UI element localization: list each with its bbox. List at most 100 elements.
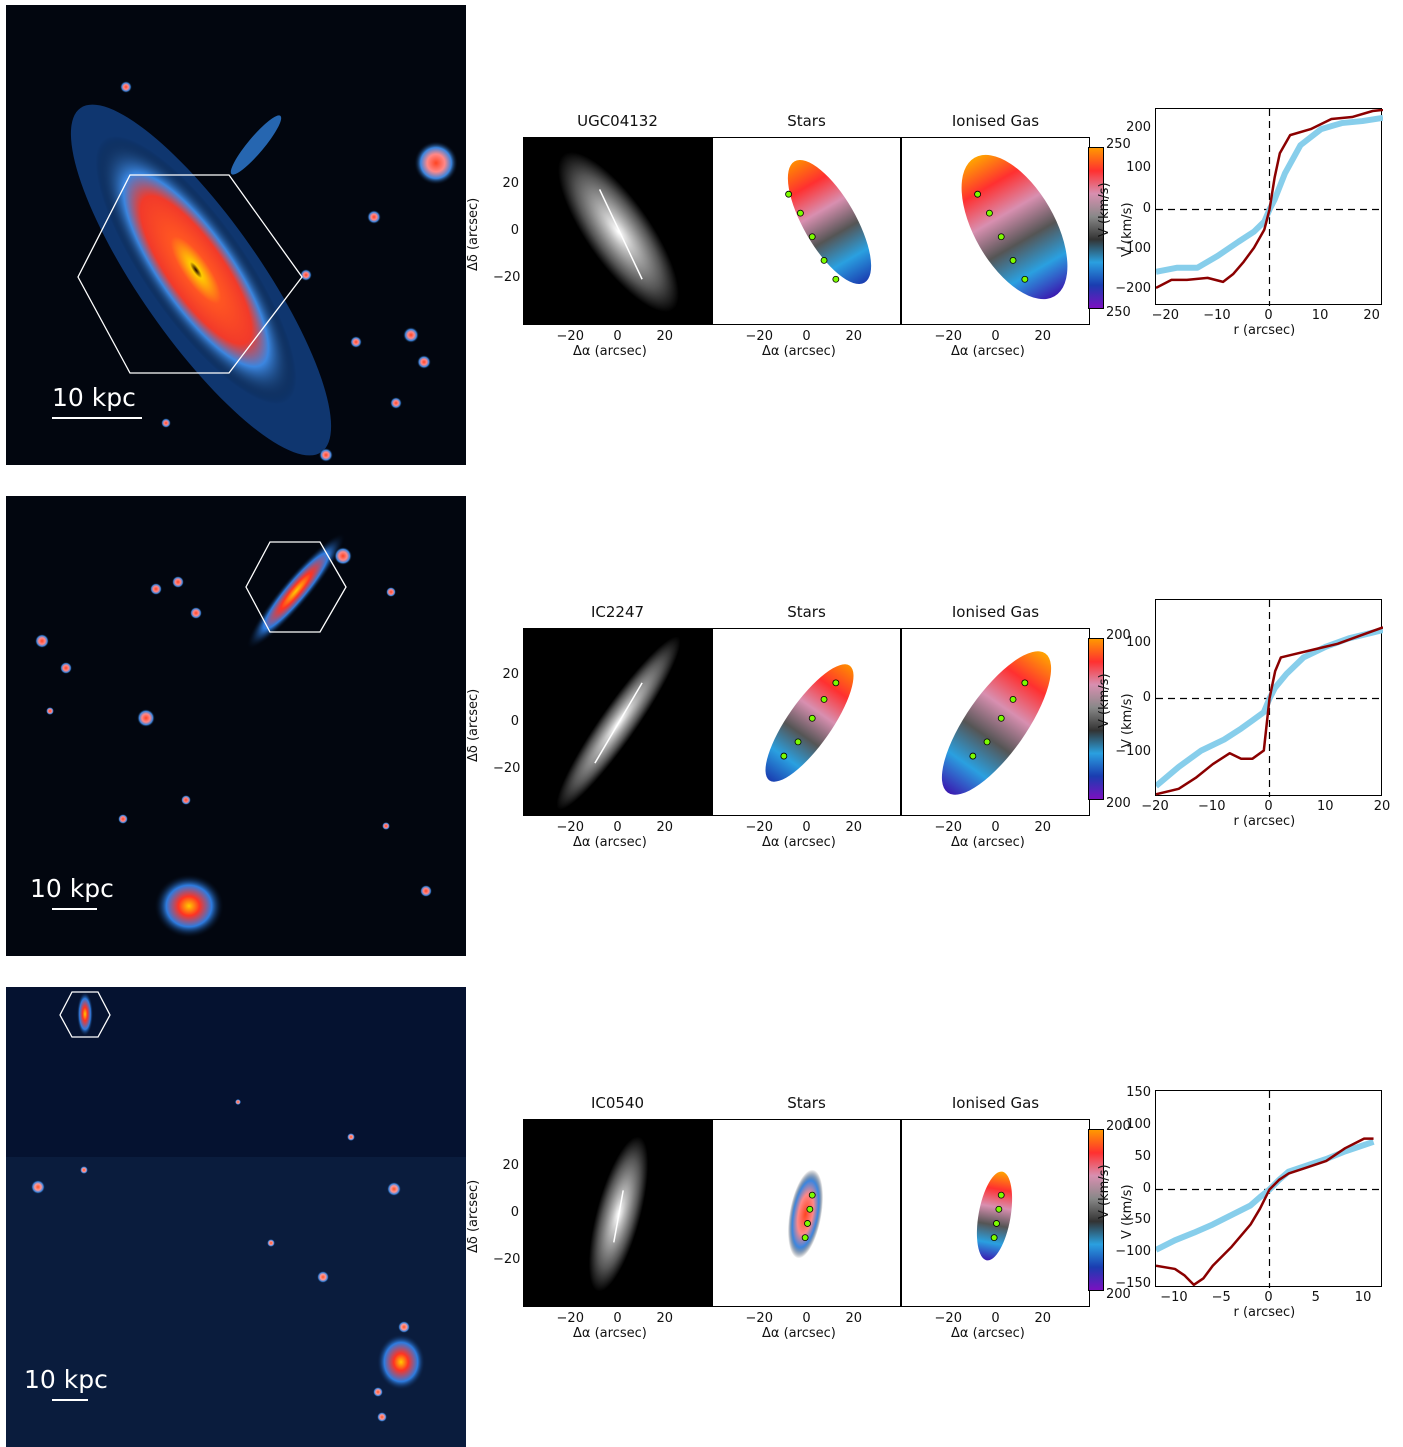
x-tick-label: 20 <box>1034 329 1052 344</box>
y-axis-label: Δδ (arcsec) <box>466 1179 481 1253</box>
gas-rotation-curve <box>1155 108 1384 290</box>
x-tick-label: −10 <box>1198 799 1226 814</box>
y-axis-label: Δδ (arcsec) <box>466 197 481 271</box>
y-tick-label: −100 <box>1115 240 1151 256</box>
y-axis-label: V (km/s) <box>1097 672 1112 728</box>
kinematic-axis-point <box>794 738 802 746</box>
x-tick-label: −20 <box>934 329 962 344</box>
y-tick-label: −100 <box>1115 744 1151 760</box>
velocity-field <box>787 160 872 284</box>
kinematic-axis-point <box>801 1234 809 1242</box>
x-tick-label: 20 <box>1034 820 1052 835</box>
x-tick-label: −20 <box>934 820 962 835</box>
y-tick-label: 200 <box>1126 120 1151 136</box>
x-tick-label: −20 <box>556 820 584 835</box>
kinematic-axis-point <box>806 1205 814 1213</box>
y-tick-label: 100 <box>1126 634 1151 650</box>
x-axis-label: Δα (arcsec) <box>573 1326 647 1341</box>
galaxy-thumbnail <box>558 152 679 312</box>
velocity-field <box>787 1169 824 1259</box>
kinematic-axis-point <box>832 679 840 687</box>
x-tick-label: 0 <box>991 820 1000 835</box>
y-tick-label: 20 <box>502 176 519 191</box>
scalebar-label: 10 kpc <box>30 874 114 903</box>
x-axis-label: Δα (arcsec) <box>573 344 647 359</box>
kinematic-axis-point <box>1021 275 1029 283</box>
kinematic-axis-point <box>808 1191 816 1199</box>
y-tick-label: 100 <box>1126 1116 1151 1132</box>
y-tick-label: 0 <box>510 223 519 238</box>
x-tick-label: −20 <box>745 820 773 835</box>
kinematic-axis-point <box>832 275 840 283</box>
scalebar-label: 10 kpc <box>24 1365 108 1394</box>
x-tick-label: 20 <box>1034 1311 1052 1326</box>
x-axis-label: r (arcsec) <box>1233 1305 1296 1320</box>
y-tick-label: −50 <box>1123 1212 1151 1228</box>
x-tick-label: 20 <box>1363 308 1380 323</box>
x-tick-label: 20 <box>656 329 674 344</box>
kinematic-axis-point <box>1021 679 1029 687</box>
x-axis-label: Δα (arcsec) <box>951 1326 1025 1341</box>
y-axis-label: V (km/s) <box>1097 181 1112 237</box>
gas-rotation-curve <box>1155 626 1384 796</box>
major-axis-line <box>594 682 643 764</box>
y-tick-label: 0 <box>510 714 519 729</box>
kinematic-axis-point <box>808 714 816 722</box>
scalebar-label: 10 kpc <box>52 383 136 412</box>
galaxy-row-1: 10 kpc <box>0 0 1403 465</box>
colorbar-max: 200 <box>1106 1119 1131 1134</box>
panel-title: UGC04132 <box>577 112 658 130</box>
x-tick-label: −20 <box>934 1311 962 1326</box>
kinematic-axis-point <box>997 1191 1005 1199</box>
x-tick-label: −5 <box>1211 1290 1231 1305</box>
x-tick-label: −20 <box>556 1311 584 1326</box>
kinematic-axis-point <box>993 1220 1000 1227</box>
panel-title: Stars <box>787 603 826 621</box>
colorbar-min: 200 <box>1106 796 1131 811</box>
panel-title: Ionised Gas <box>951 603 1040 621</box>
x-tick-label: 0 <box>991 1311 1000 1326</box>
x-axis-label: Δα (arcsec) <box>573 835 647 850</box>
x-tick-label: 0 <box>991 329 1000 344</box>
x-tick-label: 0 <box>1264 799 1273 814</box>
y-tick-label: 0 <box>510 1205 519 1220</box>
image-panel <box>523 1119 712 1307</box>
gas-velocity-map <box>901 137 1090 325</box>
velocity-field <box>961 154 1068 300</box>
major-axis-line <box>613 1190 624 1243</box>
colorbar <box>1088 1129 1104 1291</box>
x-tick-label: 0 <box>613 820 622 835</box>
kinematic-axis-point <box>797 209 804 217</box>
gas-rotation-curve <box>1155 1137 1374 1287</box>
x-tick-label: 10 <box>1311 308 1329 323</box>
panel-title: Ionised Gas <box>951 112 1040 130</box>
x-tick-label: 0 <box>802 820 811 835</box>
x-tick-label: 0 <box>613 329 622 344</box>
x-axis-label: Δα (arcsec) <box>762 344 836 359</box>
colorbar-max: 250 <box>1106 137 1131 152</box>
colorbar <box>1088 147 1104 309</box>
y-tick-label: −150 <box>1115 1275 1151 1291</box>
kinematic-axis-point <box>820 695 828 703</box>
scalebar <box>52 908 97 910</box>
rotation-curve-plot <box>1154 599 1384 797</box>
x-tick-label: −20 <box>1141 799 1169 814</box>
scalebar <box>52 417 142 419</box>
kinematic-axis-point <box>808 233 816 241</box>
galaxy-image-svg <box>35 532 432 938</box>
y-axis-label: Δδ (arcsec) <box>466 688 481 762</box>
y-tick-label: 20 <box>502 1158 519 1173</box>
y-tick-label: −20 <box>493 1252 521 1267</box>
y-tick-label: 100 <box>1126 160 1151 176</box>
gas-velocity-map <box>901 628 1090 816</box>
x-axis-label: Δα (arcsec) <box>762 835 836 850</box>
image-panel <box>523 628 712 816</box>
galaxy-image-svg <box>6 987 466 1422</box>
kinematic-axis-point <box>997 233 1005 241</box>
x-tick-label: 10 <box>1316 799 1334 814</box>
panel-title: Stars <box>787 112 826 130</box>
stars-velocity-map <box>712 137 901 325</box>
panel-title: IC0540 <box>590 1094 645 1112</box>
kinematic-axis-point <box>986 209 993 217</box>
x-tick-label: −10 <box>1203 308 1231 323</box>
